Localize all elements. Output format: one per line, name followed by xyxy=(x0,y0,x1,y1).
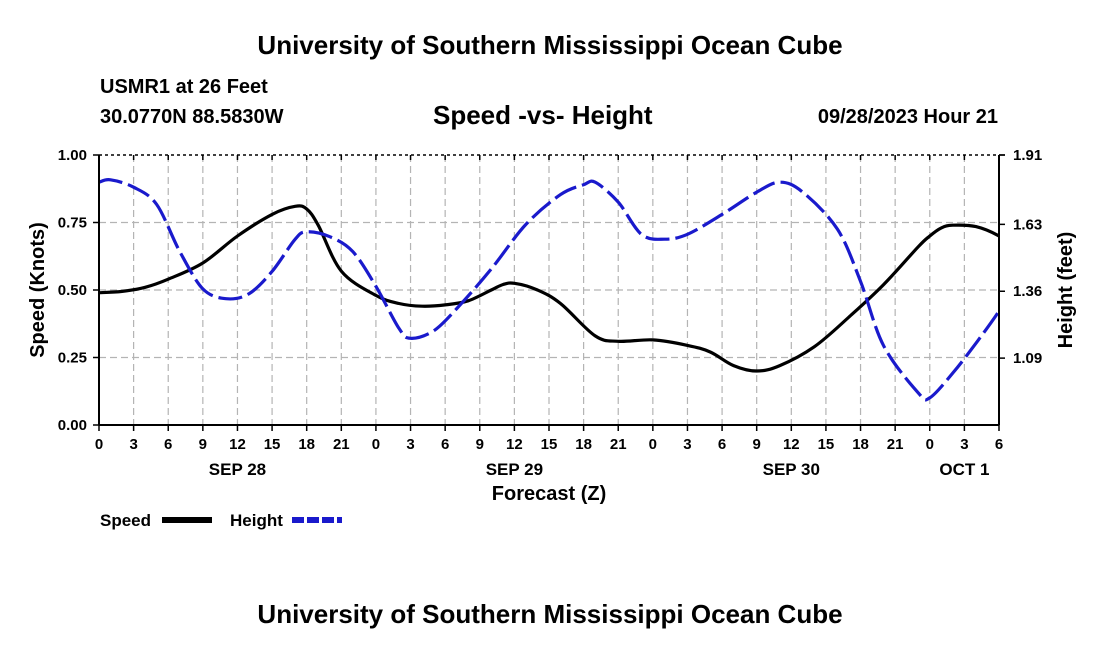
x-tick-label: 0 xyxy=(95,436,103,453)
series-layer xyxy=(99,178,999,402)
y-tick-label: 0.50 xyxy=(58,282,87,299)
x-tick-label: 9 xyxy=(753,436,761,453)
x-tick-label: 6 xyxy=(718,436,726,453)
x-tick-label: 6 xyxy=(164,436,172,453)
x-tick-label: 3 xyxy=(683,436,691,453)
x-tick-label: 15 xyxy=(264,436,281,453)
x-tick-label: 0 xyxy=(926,436,934,453)
x-tick-label: 21 xyxy=(887,436,904,453)
x-tick-label: 3 xyxy=(129,436,137,453)
axes-layer: 0 3 6 9 12 15 18 21 0 3 6 9 12 15 18 21 0 3 6 9 12 15 18 21 0 3 6 S… xyxy=(58,147,1042,479)
series-line-speed xyxy=(99,204,999,373)
x-tick-label: 12 xyxy=(229,436,246,453)
x-axis-label: Forecast (Z) xyxy=(492,483,606,505)
y2-axis-label: Height (feet) xyxy=(1055,232,1077,349)
x-tick-label: 6 xyxy=(995,436,1003,453)
x-tick-label: 3 xyxy=(406,436,414,453)
x-day-label: SEP 29 xyxy=(486,460,543,479)
legend: Speed Height xyxy=(100,511,342,530)
x-tick-label: 9 xyxy=(476,436,484,453)
x-tick-label: 0 xyxy=(649,436,657,453)
y2-tick-label: 1.63 xyxy=(1013,216,1042,233)
x-tick-label: 0 xyxy=(372,436,380,453)
x-tick-label: 12 xyxy=(783,436,800,453)
x-tick-label: 18 xyxy=(575,436,592,453)
x-tick-label: 21 xyxy=(610,436,627,453)
y2-tick-label: 1.91 xyxy=(1013,147,1042,164)
legend-height-label: Height xyxy=(230,511,283,530)
x-tick-label: 15 xyxy=(541,436,558,453)
x-day-label: SEP 30 xyxy=(763,460,820,479)
station-coordinates: 30.0770N 88.5830W xyxy=(100,106,284,128)
y2-tick-label: 1.09 xyxy=(1013,350,1042,367)
x-tick-label: 21 xyxy=(333,436,350,453)
y2-tick-label: 1.36 xyxy=(1013,283,1042,300)
x-tick-label: 12 xyxy=(506,436,523,453)
x-tick-label: 3 xyxy=(960,436,968,453)
x-tick-label: 18 xyxy=(298,436,315,453)
station-label: USMR1 at 26 Feet xyxy=(100,76,268,98)
x-tick-label: 18 xyxy=(852,436,869,453)
x-day-label: OCT 1 xyxy=(939,460,989,479)
footer-title: University of Southern Mississippi Ocean… xyxy=(257,599,843,629)
x-day-label: SEP 28 xyxy=(209,460,266,479)
main-title: University of Southern Mississippi Ocean… xyxy=(257,30,843,60)
y-tick-label: 1.00 xyxy=(58,147,87,164)
forecast-datetime: 09/28/2023 Hour 21 xyxy=(817,106,998,128)
y-tick-label: 0.00 xyxy=(58,417,87,434)
legend-speed-label: Speed xyxy=(100,511,151,530)
chart-subtitle: Speed -vs- Height xyxy=(433,100,653,130)
x-tick-label: 9 xyxy=(199,436,207,453)
y-tick-label: 0.75 xyxy=(58,215,87,232)
y-axis-label: Speed (Knots) xyxy=(27,222,49,358)
x-tick-label: 15 xyxy=(818,436,835,453)
y-tick-label: 0.25 xyxy=(58,350,87,367)
series-line-height xyxy=(99,178,999,402)
x-tick-label: 6 xyxy=(441,436,449,453)
